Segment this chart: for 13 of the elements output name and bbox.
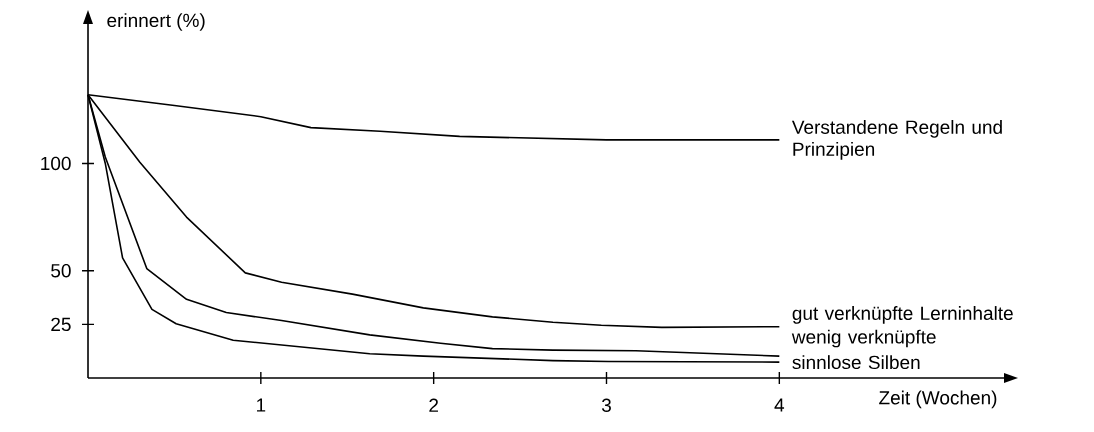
x-axis-title: Zeit (Wochen) — [879, 390, 997, 409]
x-tick-label: 2 — [429, 398, 438, 412]
series-label: sinnlose Silben — [792, 355, 920, 370]
y-tick-label: 25 — [51, 317, 71, 332]
y-axis-title: erinnert (%) — [107, 13, 205, 31]
x-tick-label: 3 — [601, 398, 611, 412]
x-tick-label: 1 — [257, 398, 266, 412]
y-tick-label: 50 — [51, 264, 71, 278]
x-tick-label: 4 — [774, 398, 785, 412]
series-label: Verstandene Regeln und Prinzipien — [791, 120, 1002, 160]
series-label: wenig verknüpfte — [791, 329, 936, 348]
series-label: gut verknüpfte Lerninhalte — [792, 306, 1013, 324]
y-tick-label: 100 — [41, 156, 71, 171]
